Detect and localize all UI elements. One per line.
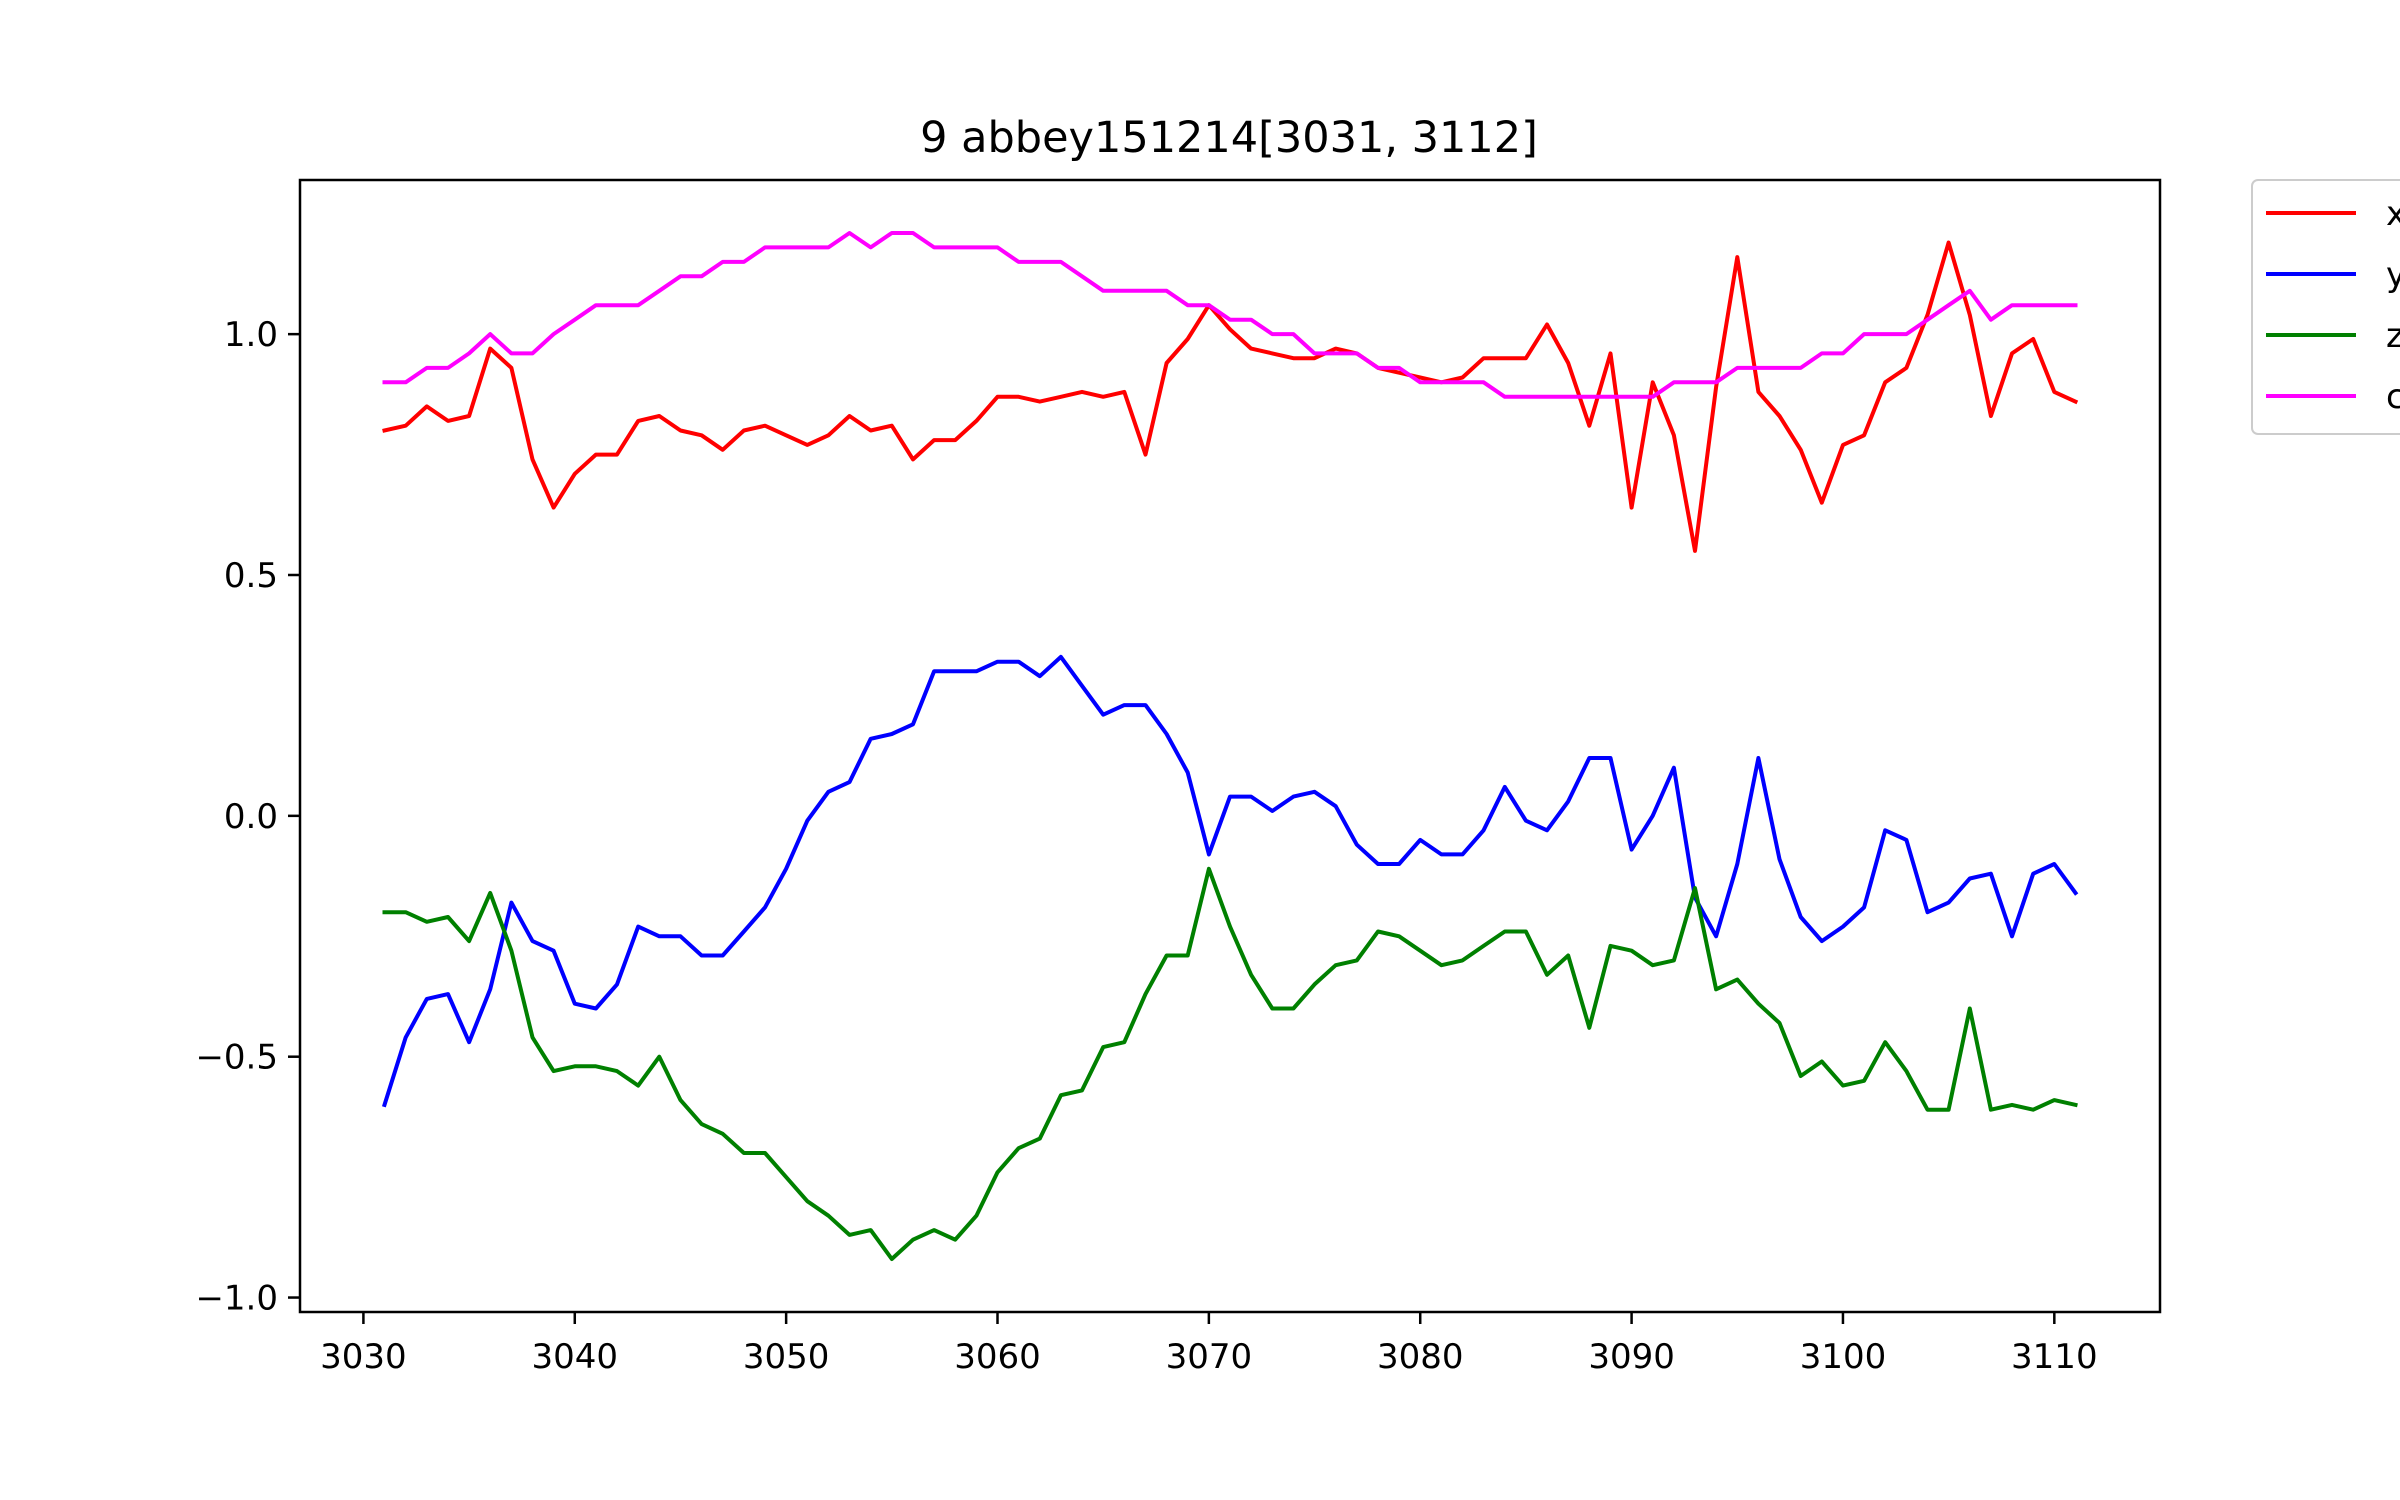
legend-label-y: y [2386,255,2400,295]
x-tick-label: 3060 [954,1337,1041,1377]
x-tick-label: 3050 [743,1337,830,1377]
chart-title: 9 abbey151214[3031, 3112] [920,113,1538,163]
axes-frame [298,178,2162,1314]
series-line-c [382,231,2078,399]
y-tick-label: −0.5 [195,1038,278,1078]
y-tick-label: 0.0 [224,797,278,837]
x-tick-label: 3030 [320,1337,407,1377]
legend-label-x: x [2386,194,2400,234]
legend-box [2251,179,2400,435]
x-tick-label: 3070 [1166,1337,1253,1377]
series-line-y [381,654,2079,1108]
plot-area [381,231,2079,1261]
x-tick-label: 3040 [532,1337,619,1377]
x-tick-label: 3080 [1377,1337,1464,1377]
x-tick-label: 3100 [1800,1337,1887,1377]
y-tick-label: 1.0 [224,315,278,355]
series-line-z [382,866,2078,1261]
series-line-x [382,240,2079,553]
y-tick-label: −1.0 [195,1279,278,1319]
axes: 3030 3040 3050 3060 3070 3080 3090 3100 3110 1.0 0… [195,178,2162,1377]
x-tick-label: 3090 [1588,1337,1675,1377]
y-tick-label: 0.5 [224,556,278,596]
legend-label-z: z [2386,316,2400,356]
legend-label-c: c [2386,377,2400,417]
x-tick-label: 3110 [2011,1337,2098,1377]
